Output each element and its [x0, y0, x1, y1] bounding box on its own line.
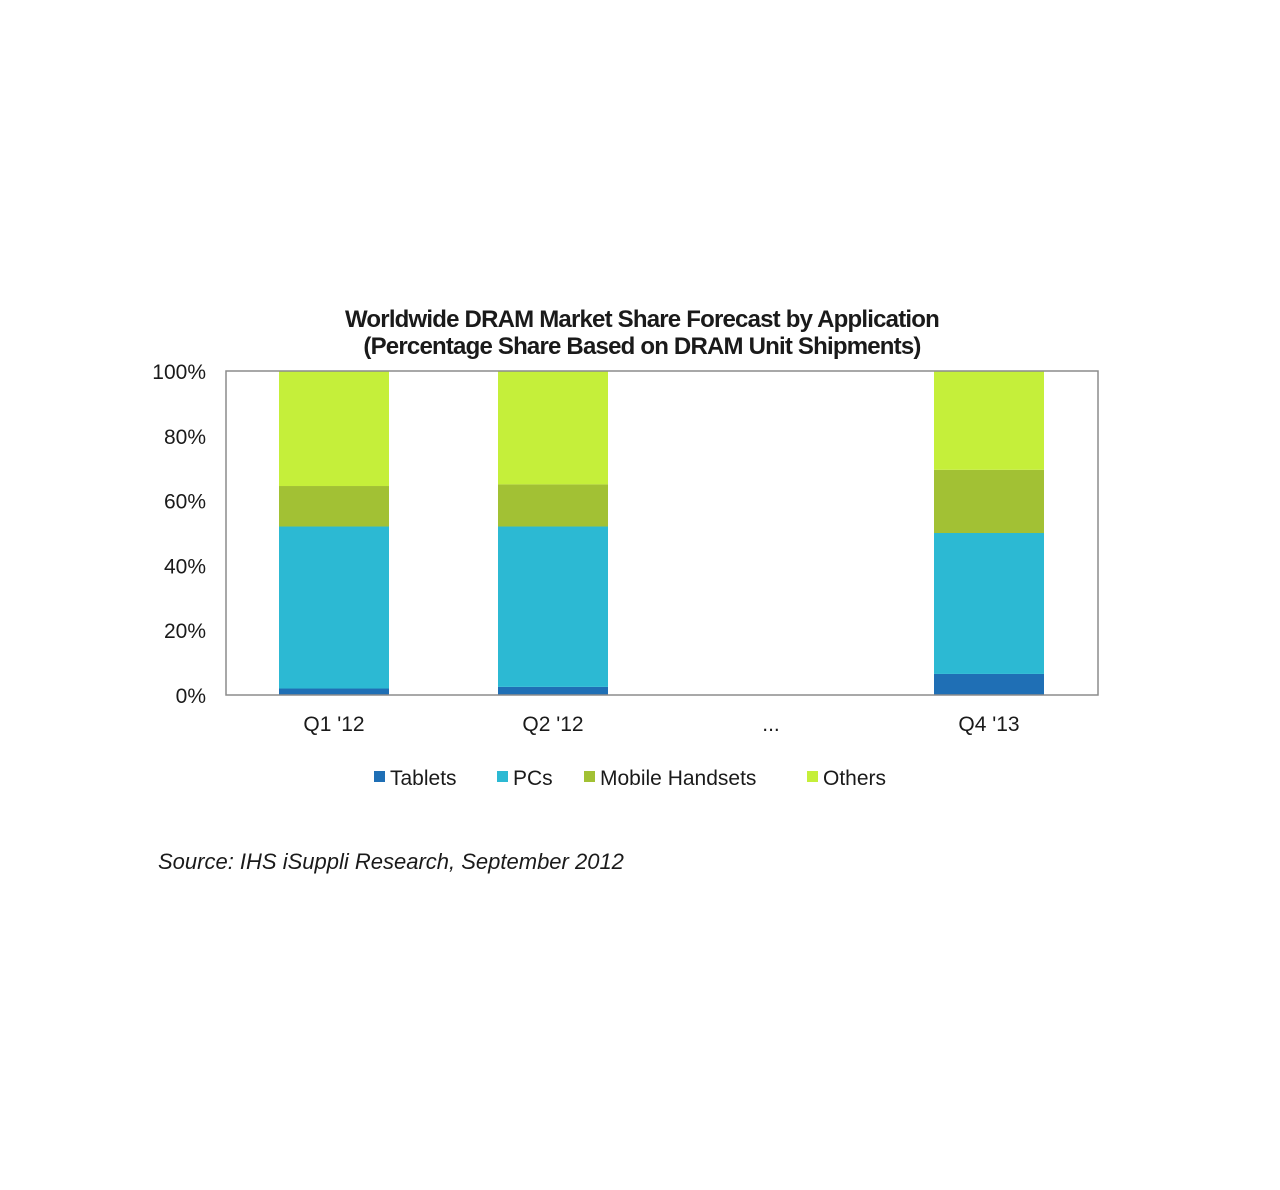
- bar-segment-others-3: [934, 371, 1044, 470]
- legend-swatch-mobile-handsets: [584, 771, 595, 782]
- y-tick-label: 40%: [164, 555, 206, 578]
- bar-segment-tablets-0: [279, 688, 389, 695]
- legend-label-pcs: PCs: [513, 767, 553, 790]
- legend-swatch-others: [807, 771, 818, 782]
- x-tick-label: Q1 '12: [303, 713, 364, 736]
- bar-segment-others-1: [498, 371, 608, 485]
- chart-title-line1: Worldwide DRAM Market Share Forecast by …: [345, 306, 940, 333]
- bar-segment-tablets-3: [934, 673, 1044, 695]
- bar-segment-mobile-handsets-3: [934, 469, 1044, 533]
- y-tick-label: 60%: [164, 491, 206, 514]
- legend: Tablets PCs Mobile Handsets Others: [374, 767, 886, 790]
- y-tick-label: 80%: [164, 426, 206, 449]
- bar-segment-tablets-1: [498, 686, 608, 695]
- source-note: Source: IHS iSuppli Research, September …: [158, 849, 624, 874]
- legend-label-tablets: Tablets: [390, 767, 457, 790]
- y-axis-ticks: 0% 20% 40% 60% 80% 100%: [152, 361, 206, 708]
- legend-swatch-tablets: [374, 771, 385, 782]
- y-tick-label: 100%: [152, 361, 206, 384]
- bar-segment-pcs-1: [498, 526, 608, 687]
- y-tick-label: 20%: [164, 620, 206, 643]
- plot-area-frame: [225, 370, 1099, 696]
- x-axis-ticks: Q1 '12 Q2 '12... Q4 '13: [303, 713, 1019, 736]
- bars-group: [279, 371, 1044, 695]
- chart-title: Worldwide DRAM Market Share Forecast by …: [160, 306, 1124, 360]
- chart-subtitle: (Percentage Share Based on DRAM Unit Shi…: [363, 333, 921, 360]
- x-tick-label: Q4 '13: [958, 713, 1019, 736]
- x-tick-label: Q2 '12: [522, 713, 583, 736]
- bar-segment-pcs-3: [934, 533, 1044, 674]
- bar-segment-mobile-handsets-0: [279, 486, 389, 527]
- bar-segment-mobile-handsets-1: [498, 484, 608, 527]
- x-tick-label: ...: [762, 713, 780, 736]
- legend-label-mobile-handsets: Mobile Handsets: [600, 767, 756, 790]
- y-tick-label: 0%: [176, 685, 206, 708]
- bar-segment-pcs-0: [279, 526, 389, 689]
- bar-segment-others-0: [279, 371, 389, 487]
- legend-label-others: Others: [823, 767, 886, 790]
- legend-swatch-pcs: [497, 771, 508, 782]
